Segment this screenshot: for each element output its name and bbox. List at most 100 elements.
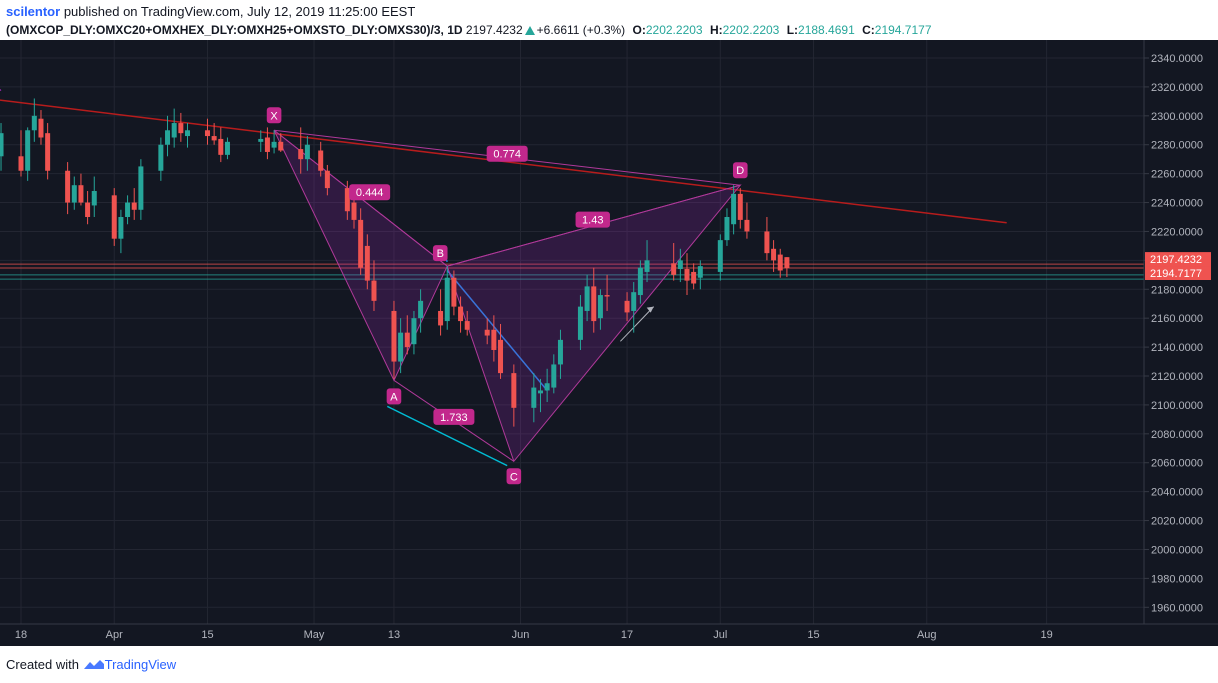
tradingview-link[interactable]: TradingView (104, 657, 177, 672)
candle-body (258, 138, 264, 142)
low-value: 2188.4691 (798, 23, 855, 37)
candle-body (304, 144, 310, 160)
candle-body (498, 339, 504, 374)
candles (0, 98, 790, 427)
candle-body (624, 300, 630, 313)
candle-body (324, 170, 330, 189)
candle-body (398, 332, 404, 362)
candle-body (25, 130, 31, 171)
ratio-ac-label-box (433, 408, 475, 425)
candle-body (218, 138, 224, 155)
price-tick-label: 2260.0000 (1151, 169, 1203, 181)
candle-body (125, 202, 131, 218)
candle-body (531, 387, 537, 408)
publish-line: scilentor published on TradingView.com, … (6, 3, 1216, 21)
point-b-label-box (432, 245, 448, 262)
candle-body (31, 115, 37, 131)
candlestick-chart[interactable]: X A B C D 0.444 1.733 1.43 0.774 2340.0000 2320.0… (0, 40, 1218, 646)
tradingview-logo-icon (83, 660, 104, 669)
price-tick-label: 2300.0000 (1151, 111, 1203, 123)
candle-body (358, 219, 364, 268)
low-label: L: (786, 23, 799, 37)
price-axis[interactable]: 2340.0000 2320.0000 2300.0000 2280.0000 2260… (1144, 53, 1203, 614)
price-tick-label: 1960.0000 (1151, 602, 1203, 614)
price-tags: 2197.4232 2194.7177 (1145, 252, 1211, 281)
price-tick-label: 2280.0000 (1151, 140, 1203, 152)
created-with-text: Created with (6, 657, 79, 672)
candle-body (577, 306, 583, 340)
time-tick-label: Apr (106, 629, 123, 641)
candle-body (0, 133, 4, 157)
price-tick-label: 2340.0000 (1151, 53, 1203, 65)
candle-body (344, 188, 350, 212)
point-c-label-box (506, 468, 522, 485)
author-name[interactable]: scilentor (6, 4, 61, 19)
point-x-label-box (266, 107, 282, 124)
last-price: 2197.4232 (465, 23, 523, 37)
point-x-label: X (270, 110, 278, 122)
published-text: published on TradingView.com, July 12, 2… (63, 4, 416, 19)
point-d-label: D (736, 165, 744, 177)
trend-line (386, 405, 508, 467)
candle-body (178, 123, 184, 134)
close-value: 2194.7177 (874, 23, 932, 37)
candle-body (318, 150, 324, 171)
arrow-head (646, 306, 654, 313)
price-lines (0, 263, 1144, 280)
time-tick-label: 19 (1041, 629, 1053, 641)
price-tag-label: 2197.4232 (1150, 254, 1202, 266)
candle-body (118, 217, 124, 239)
candle-body (224, 141, 230, 155)
candle-body (451, 277, 457, 307)
candle-body (784, 257, 790, 269)
candle-body (438, 310, 444, 326)
time-axis[interactable]: 18 Apr 15 May 13 Jun 17 Jul 15 Aug 19 (15, 629, 1053, 641)
candle-body (631, 292, 637, 311)
candle-body (264, 137, 270, 152)
price-tick-label: 2320.0000 (1151, 82, 1203, 94)
candle-body (537, 390, 543, 394)
candle-body (411, 318, 417, 345)
candle-body (65, 170, 71, 203)
price-tag-label: 2194.7177 (1150, 268, 1202, 280)
point-a-label: A (390, 391, 398, 403)
price-tick-label: 1980.0000 (1151, 573, 1203, 585)
candle-body (551, 364, 557, 388)
candle-body (684, 269, 690, 281)
point-b-label: B (437, 248, 444, 260)
time-tick-label: Jun (512, 629, 530, 641)
candle-body (18, 156, 24, 171)
candle-body (771, 248, 777, 261)
candle-body (45, 133, 51, 171)
candle-body (418, 300, 424, 319)
ratio-ac-label: 1.733 (440, 412, 468, 424)
candle-body (165, 130, 171, 145)
candle-body (737, 193, 743, 220)
candle-body (464, 321, 470, 330)
price-tick-label: 2000.0000 (1151, 544, 1203, 556)
candle-body (371, 280, 377, 301)
time-tick-label: 13 (388, 629, 400, 641)
time-tick-label: 17 (621, 629, 633, 641)
price-tick-label: 2060.0000 (1151, 458, 1203, 470)
footer: Created with TradingView (6, 656, 176, 674)
ratio-bd-label-box (575, 211, 610, 228)
up-triangle-icon (524, 26, 535, 35)
open-value: 2202.2203 (645, 23, 703, 37)
high-value: 2202.2203 (722, 23, 780, 37)
candle-body (71, 185, 77, 203)
candle-body (744, 219, 750, 232)
candle-body (491, 329, 497, 350)
symbol-line: (OMXCOP_DLY:OMXC20+OMXHEX_DLY:OMXH25+OMX… (6, 21, 1216, 39)
candle-body (131, 202, 137, 210)
price-tick-label: 2040.0000 (1151, 487, 1203, 499)
candle-body (637, 267, 643, 296)
price-tick-label: 2080.0000 (1151, 429, 1203, 441)
ratio-xd-label-box (486, 145, 528, 162)
price-tick-label: 2020.0000 (1151, 516, 1203, 528)
symbol-name: (OMXCOP_DLY:OMXC20+OMXHEX_DLY:OMXH25+OMX… (6, 23, 463, 37)
ratio-xb-label: 0.444 (356, 187, 384, 199)
price-axis-background (1144, 40, 1218, 646)
candle-body (724, 217, 730, 241)
pattern-labels[interactable]: X A B C D 0.444 1.733 1.43 0.774 (266, 107, 748, 485)
